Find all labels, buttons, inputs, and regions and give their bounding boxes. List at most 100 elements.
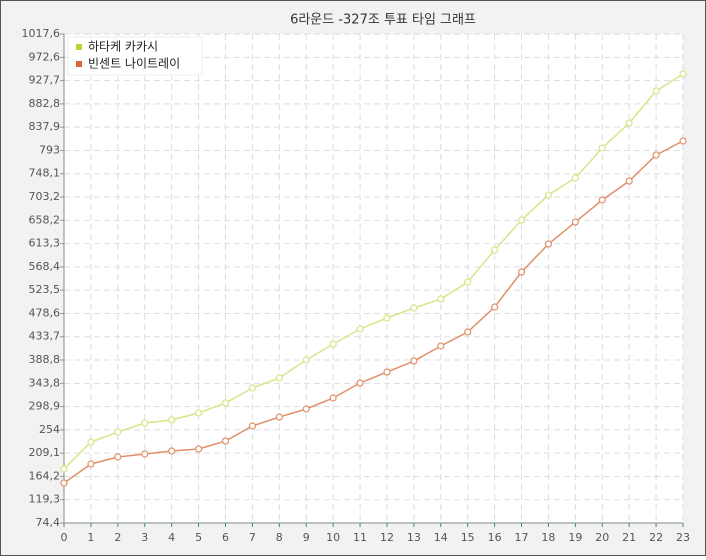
data-point <box>114 453 122 461</box>
y-tick-label: 74,4 <box>36 516 61 529</box>
data-point <box>625 119 633 127</box>
y-tick-label: 793 <box>39 143 60 156</box>
data-point <box>383 368 391 376</box>
data-point <box>517 216 526 224</box>
data-point <box>221 399 230 407</box>
y-tick-label: 433,7 <box>29 330 61 343</box>
data-point <box>168 447 176 455</box>
y-tick-label: 254 <box>39 423 60 436</box>
data-point <box>302 356 310 364</box>
series-line <box>63 140 684 484</box>
chart-title: 6라운드 -327조 투표 타임 그래프 <box>290 13 476 28</box>
x-tick-label: 10 <box>326 531 340 544</box>
plot-area <box>64 34 683 523</box>
data-point <box>437 295 445 303</box>
x-tick-label: 2 <box>114 531 121 544</box>
data-point <box>168 416 176 424</box>
x-tick-label: 20 <box>595 531 609 544</box>
y-tick-label: 119,3 <box>29 493 61 506</box>
x-tick-label: 0 <box>61 531 68 544</box>
x-tick-label: 6 <box>222 531 229 544</box>
data-point <box>114 428 122 436</box>
y-tick-label: 703,2 <box>29 190 61 203</box>
data-point <box>60 465 68 473</box>
data-point <box>410 357 418 365</box>
y-tick-label: 388,8 <box>29 353 61 366</box>
data-point <box>248 422 256 430</box>
data-point <box>87 460 95 468</box>
legend-box <box>67 36 203 76</box>
x-tick-label: 11 <box>353 531 367 544</box>
y-tick-label: 164,2 <box>29 469 61 482</box>
x-tick-label: 7 <box>249 531 256 544</box>
data-point <box>491 246 499 254</box>
data-point <box>544 240 553 248</box>
legend-label: 하타케 카카시 <box>88 40 158 54</box>
x-tick-label: 19 <box>568 531 582 544</box>
data-point <box>571 174 579 182</box>
data-point <box>248 384 256 392</box>
x-tick-label: 18 <box>541 531 555 544</box>
y-tick-label: 882,8 <box>29 97 61 110</box>
x-tick-label: 1 <box>87 531 94 544</box>
data-point <box>60 479 68 487</box>
data-point <box>652 87 660 95</box>
data-point <box>329 340 337 348</box>
x-tick-label: 23 <box>676 531 690 544</box>
data-point <box>329 394 337 402</box>
x-tick-label: 14 <box>434 531 448 544</box>
x-tick-label: 17 <box>515 531 529 544</box>
data-point <box>275 374 283 382</box>
data-point <box>141 450 149 458</box>
data-point <box>464 278 472 286</box>
legend-swatch <box>76 61 82 67</box>
data-point <box>544 191 553 199</box>
y-tick-label: 658,2 <box>29 213 61 226</box>
data-point <box>221 437 230 445</box>
x-tick-label: 13 <box>407 531 421 544</box>
x-tick-label: 16 <box>488 531 502 544</box>
x-tick-label: 22 <box>649 531 663 544</box>
y-tick-label: 478,6 <box>29 306 61 319</box>
data-point <box>437 342 445 350</box>
x-tick-label: 12 <box>380 531 394 544</box>
y-tick-label: 613,3 <box>29 237 61 250</box>
data-point <box>302 405 310 413</box>
data-point <box>491 303 499 311</box>
x-tick-label: 21 <box>622 531 636 544</box>
x-tick-label: 15 <box>461 531 475 544</box>
data-point <box>679 70 687 78</box>
data-point <box>275 413 283 421</box>
x-tick-label: 3 <box>141 531 148 544</box>
y-tick-label: 298,9 <box>29 400 61 413</box>
data-point <box>598 144 606 152</box>
data-point <box>464 328 472 336</box>
y-tick-label: 343,8 <box>29 376 61 389</box>
data-point <box>356 325 364 333</box>
data-point <box>194 445 203 453</box>
data-point <box>571 218 579 226</box>
legend-label: 빈센트 나이트레이 <box>88 57 180 71</box>
data-point <box>356 379 364 387</box>
y-tick-label: 523,5 <box>29 283 61 296</box>
x-tick-label: 5 <box>195 531 202 544</box>
x-tick-label: 8 <box>276 531 283 544</box>
legend-swatch <box>76 44 82 50</box>
data-point <box>410 304 418 312</box>
y-tick-label: 209,1 <box>29 446 61 459</box>
y-tick-label: 837,9 <box>29 120 61 133</box>
y-tick-label: 972,6 <box>29 50 61 63</box>
y-tick-label: 568,4 <box>29 260 61 273</box>
x-tick-label: 9 <box>303 531 310 544</box>
data-point <box>517 268 526 276</box>
data-point <box>141 419 149 427</box>
data-point <box>87 438 95 446</box>
data-point <box>598 196 606 204</box>
x-tick-label: 4 <box>168 531 175 544</box>
data-point <box>625 177 633 185</box>
data-point <box>679 137 687 145</box>
data-point <box>652 151 660 159</box>
data-point <box>383 314 391 322</box>
